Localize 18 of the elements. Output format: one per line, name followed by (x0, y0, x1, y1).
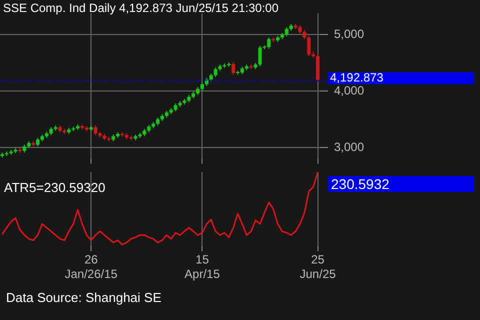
y-tick-label: 3,000 (334, 140, 364, 154)
source-note: Data Source: Shanghai SE (6, 290, 162, 305)
ref-line-label: 4,192.873 (330, 70, 384, 85)
text: 230.5932 (328, 176, 474, 192)
x-tick-label: 15 Apr/15 (184, 252, 220, 282)
candlestick (94, 125, 98, 136)
candlestick (307, 35, 311, 57)
candlestick (284, 26, 288, 37)
candlestick (214, 66, 218, 78)
candlestick (302, 30, 306, 40)
candlestick (232, 62, 236, 76)
candlestick (258, 45, 262, 67)
x-tick-label: 25 Jun/25 (300, 252, 336, 282)
y-tick-label: 4,000 (334, 83, 364, 98)
x-tick-label: 26 Jan/26/15 (64, 252, 118, 282)
chart-title: SSE Comp. Ind Daily 4,192.873 Jun/25/15 21:30:00 (3, 1, 279, 15)
y-tick-label: 5,000 (334, 26, 364, 41)
annotation: ATR5=230.59320 (4, 180, 106, 195)
